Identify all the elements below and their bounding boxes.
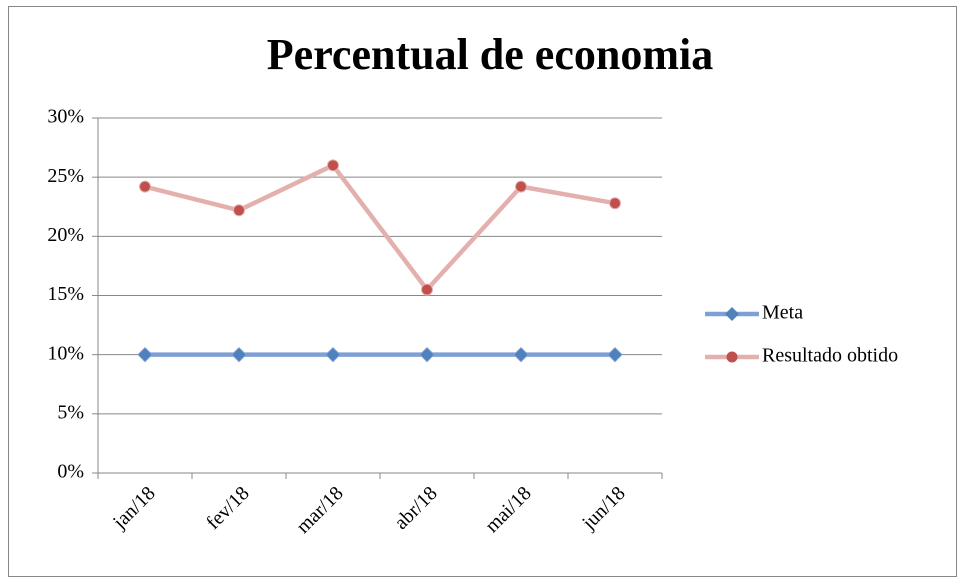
legend-marker — [725, 307, 739, 321]
legend-marker — [726, 351, 738, 363]
y-tick-label: 0% — [57, 461, 84, 483]
data-point — [231, 346, 247, 363]
y-tick-label: 25% — [47, 165, 84, 187]
data-point — [327, 159, 339, 172]
y-tick-label: 15% — [47, 283, 84, 305]
data-point — [609, 197, 621, 210]
series-line — [144, 163, 616, 292]
chart-title: Percentual de economia — [267, 30, 713, 79]
y-tick-label: 20% — [47, 224, 84, 246]
data-point — [421, 283, 433, 296]
y-tick-label: 5% — [57, 401, 84, 423]
data-point — [139, 180, 151, 193]
data-point — [513, 346, 529, 363]
data-point — [233, 204, 245, 217]
data-point — [419, 346, 435, 363]
data-point — [607, 346, 623, 363]
legend-label: Resultado obtido — [762, 345, 898, 367]
data-point — [325, 346, 341, 363]
y-tick-label: 10% — [47, 342, 84, 364]
legend-label: Meta — [762, 302, 803, 324]
y-tick-label: 30% — [47, 106, 84, 128]
chart-border — [8, 6, 957, 577]
data-point — [515, 180, 527, 193]
data-point — [137, 346, 153, 363]
